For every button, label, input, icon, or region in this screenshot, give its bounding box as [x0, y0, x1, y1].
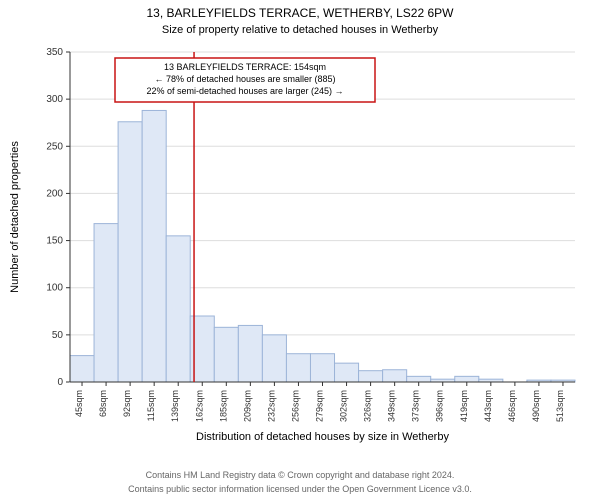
- svg-text:150: 150: [46, 236, 63, 247]
- y-axis-title: Number of detached properties: [9, 141, 21, 293]
- x-axis-title: Distribution of detached houses by size …: [196, 431, 449, 443]
- svg-text:419sqm: 419sqm: [459, 390, 469, 422]
- bar: [214, 327, 238, 382]
- svg-text:349sqm: 349sqm: [387, 390, 397, 422]
- svg-text:443sqm: 443sqm: [483, 390, 493, 422]
- svg-text:200: 200: [46, 188, 63, 199]
- svg-text:396sqm: 396sqm: [435, 390, 445, 422]
- bar: [359, 371, 383, 382]
- annotation-text: ← 78% of detached houses are smaller (88…: [154, 74, 335, 84]
- bar: [262, 335, 286, 382]
- svg-text:100: 100: [46, 283, 63, 294]
- svg-text:45sqm: 45sqm: [74, 390, 84, 417]
- bar: [238, 325, 262, 382]
- bar: [310, 354, 334, 382]
- svg-text:209sqm: 209sqm: [242, 390, 252, 422]
- bar: [335, 363, 359, 382]
- footer-line-2: Contains public sector information licen…: [0, 484, 600, 494]
- bar: [70, 356, 94, 382]
- svg-text:92sqm: 92sqm: [122, 390, 132, 417]
- svg-text:300: 300: [46, 94, 63, 105]
- bar: [118, 122, 142, 382]
- svg-text:185sqm: 185sqm: [218, 390, 228, 422]
- bar: [94, 224, 118, 382]
- annotation-text: 13 BARLEYFIELDS TERRACE: 154sqm: [164, 62, 326, 72]
- svg-text:373sqm: 373sqm: [411, 390, 421, 422]
- svg-text:232sqm: 232sqm: [266, 390, 276, 422]
- bar: [166, 236, 190, 382]
- bar: [142, 110, 166, 382]
- svg-text:115sqm: 115sqm: [146, 390, 156, 421]
- bar: [286, 354, 310, 382]
- bar: [407, 376, 431, 382]
- svg-text:513sqm: 513sqm: [555, 390, 565, 422]
- footer-line-1: Contains HM Land Registry data © Crown c…: [0, 470, 600, 480]
- svg-text:162sqm: 162sqm: [194, 390, 204, 422]
- svg-text:326sqm: 326sqm: [363, 390, 373, 422]
- svg-text:250: 250: [46, 141, 63, 152]
- svg-text:256sqm: 256sqm: [290, 390, 300, 422]
- svg-text:302sqm: 302sqm: [339, 390, 349, 422]
- svg-text:50: 50: [52, 330, 64, 341]
- svg-text:279sqm: 279sqm: [315, 390, 325, 422]
- bar: [455, 376, 479, 382]
- svg-text:0: 0: [57, 377, 63, 388]
- svg-text:350: 350: [46, 47, 63, 58]
- bar: [383, 370, 407, 382]
- svg-text:68sqm: 68sqm: [98, 390, 108, 417]
- histogram-chart: 0 50 100 150 200 250 300 350 45sqm 68sqm 92sqm 115s…: [0, 0, 600, 460]
- svg-text:139sqm: 139sqm: [170, 390, 180, 422]
- page: { "title_line1": "13, BARLEYFIELDS TERRA…: [0, 0, 600, 500]
- svg-text:490sqm: 490sqm: [531, 390, 541, 422]
- annotation-text: 22% of semi-detached houses are larger (…: [146, 86, 343, 96]
- svg-text:466sqm: 466sqm: [507, 390, 517, 422]
